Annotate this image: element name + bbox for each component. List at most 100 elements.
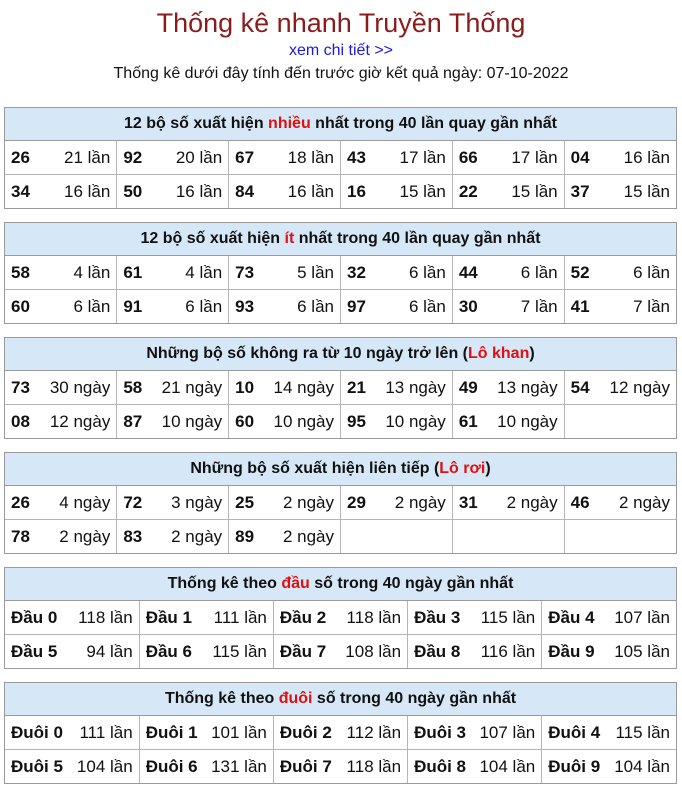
stat-count: 10 ngày xyxy=(385,411,446,431)
stat-count: 10 ngày xyxy=(273,411,334,431)
table-row: 26 4 ngày 72 3 ngày 25 2 ngày 29 2 ngày 31 2 ngày… xyxy=(5,486,676,520)
table-row: 58 4 lần 61 4 lần 73 5 lần 32 6 lần 44 6 lần 52 6 l… xyxy=(5,256,676,290)
stat-cell: 46 2 ngày xyxy=(564,486,676,520)
stat-cell-content: 93 6 lần xyxy=(235,297,334,317)
stat-cell: 93 6 lần xyxy=(228,289,341,323)
section-lo-khan: Những bộ số không ra từ 10 ngày trở lên … xyxy=(4,337,677,439)
stat-count: 118 lần xyxy=(346,607,402,627)
stat-cell: Đuôi 2 112 lần xyxy=(273,716,409,750)
heading-highlight: ít xyxy=(284,230,295,247)
stat-cell: Đuôi 4 115 lần xyxy=(541,716,676,750)
section-heading: 12 bộ số xuất hiện ít nhất trong 40 lần … xyxy=(5,223,676,256)
stat-cell-content: 26 4 ngày xyxy=(11,493,110,513)
stat-cell: 61 4 lần xyxy=(116,256,230,290)
stat-cell: 41 7 lần xyxy=(564,290,676,324)
stat-count: 18 lần xyxy=(287,147,334,167)
stat-count: 14 ngày xyxy=(273,377,334,397)
stat-number: Đuôi 3 xyxy=(414,722,467,742)
stat-number: 26 xyxy=(11,147,30,167)
stat-cell-content: 52 6 lần xyxy=(571,263,670,283)
stat-cell: 73 30 ngày xyxy=(5,371,118,405)
stat-number: Đuôi 8 xyxy=(414,756,467,776)
stat-cell-content: 22 15 lần xyxy=(459,182,558,202)
stat-cell: 78 2 ngày xyxy=(5,519,118,553)
stat-cell: 58 21 ngày xyxy=(116,371,230,405)
stat-count: 4 lần xyxy=(185,262,223,282)
stat-cell: 31 2 ngày xyxy=(452,486,565,520)
stat-cell: 89 2 ngày xyxy=(228,519,341,553)
stat-cell-content: 29 2 ngày xyxy=(347,493,446,513)
heading-text: Những bộ số không ra từ 10 ngày trở lên … xyxy=(146,345,468,362)
stat-cell: Đầu 0 118 lần xyxy=(5,601,140,635)
section-heading: Những bộ số xuất hiện liên tiếp (Lô rơi) xyxy=(5,453,676,486)
stat-cell: 87 10 ngày xyxy=(116,404,230,438)
stat-cell-content: 50 16 lần xyxy=(123,182,222,202)
stat-number: 46 xyxy=(570,492,590,512)
heading-highlight: nhiều xyxy=(268,115,311,132)
stat-number: 50 xyxy=(123,181,143,201)
stats-table: 26 21 lần 92 20 lần 67 18 lần 43 17 lần 66 17 lần… xyxy=(5,141,676,208)
stat-cell-content: 87 10 ngày xyxy=(123,412,222,432)
stat-count: 2 ngày xyxy=(394,492,446,512)
stat-cell: 84 16 lần xyxy=(228,174,341,208)
stat-cell: 32 6 lần xyxy=(340,256,453,290)
stat-cell: 83 2 ngày xyxy=(116,519,230,553)
stat-cell xyxy=(564,520,676,554)
stat-cell-content: Đuôi 5 104 lần xyxy=(11,757,133,777)
detail-link[interactable]: xem chi tiết >> xyxy=(288,42,394,59)
stat-cell-content: Đuôi 0 111 lần xyxy=(11,723,133,743)
table-row: 78 2 ngày 83 2 ngày 89 2 ngày xyxy=(5,519,676,554)
stat-cell-content: Đuôi 9 104 lần xyxy=(548,757,670,777)
stat-cell-content: Đầu 8 116 lần xyxy=(414,642,535,662)
stat-cell: 37 15 lần xyxy=(564,175,676,209)
stat-cell: Đầu 8 116 lần xyxy=(407,634,543,668)
stat-cell-content: Đuôi 2 112 lần xyxy=(280,723,401,743)
stat-cell xyxy=(340,519,453,553)
stat-cell: 44 6 lần xyxy=(452,256,565,290)
stat-cell-content: Đầu 6 115 lần xyxy=(146,642,267,662)
heading-text: nhất trong 40 lần quay gần nhất xyxy=(294,230,541,247)
stat-cell-content: 73 5 lần xyxy=(235,263,334,283)
stat-number: 21 xyxy=(346,377,366,397)
stat-count: 2 ngày xyxy=(282,526,334,546)
stat-number: Đuôi 7 xyxy=(279,756,332,776)
stat-number: 54 xyxy=(570,377,590,397)
stat-cell-content: 31 2 ngày xyxy=(459,493,558,513)
stat-count: 6 lần xyxy=(520,262,558,282)
stat-cell-content: 37 15 lần xyxy=(571,182,670,202)
stat-cell-content: 67 18 lần xyxy=(235,148,334,168)
stat-cell-content: 84 16 lần xyxy=(235,182,334,202)
stat-number: 43 xyxy=(346,147,366,167)
stat-cell-content: 58 21 ngày xyxy=(123,378,222,398)
stat-number: 87 xyxy=(123,411,143,431)
stat-cell-content: 34 16 lần xyxy=(11,182,110,202)
stat-number: 60 xyxy=(11,296,30,316)
stats-table: Đuôi 0 111 lần Đuôi 1 101 lần Đuôi 2 112 lần Đ… xyxy=(5,716,676,783)
stat-cell: Đuôi 6 131 lần xyxy=(139,749,274,783)
heading-text: Thống kê theo xyxy=(164,690,279,707)
stat-cell-content: 72 3 ngày xyxy=(123,493,222,513)
stat-cell-content: 10 14 ngày xyxy=(235,378,334,398)
stat-cell: 61 10 ngày xyxy=(452,404,565,438)
stat-count: 6 lần xyxy=(633,262,670,282)
stat-cell: 04 16 lần xyxy=(564,141,676,175)
stat-cell: Đuôi 1 101 lần xyxy=(139,716,274,750)
stat-count: 16 lần xyxy=(287,181,334,201)
stat-cell-content: 54 12 ngày xyxy=(571,378,670,398)
stat-number: 91 xyxy=(123,296,143,316)
stats-table: 73 30 ngày 58 21 ngày 10 14 ngày 21 13 ngày 49 13… xyxy=(5,371,676,438)
stat-count: 6 lần xyxy=(297,296,334,316)
stat-number: 41 xyxy=(570,296,590,316)
stat-number: 95 xyxy=(346,411,366,431)
stat-cell: 66 17 lần xyxy=(452,141,565,175)
table-row: 60 6 lần 91 6 lần 93 6 lần 97 6 lần 30 7 lần 41 7 l… xyxy=(5,289,676,324)
stat-number: Đầu 6 xyxy=(145,641,192,661)
stat-count: 118 lần xyxy=(346,756,402,776)
stat-count: 111 lần xyxy=(79,722,133,742)
stat-number: 83 xyxy=(123,526,143,546)
stat-count: 6 lần xyxy=(408,296,446,316)
stat-number: 73 xyxy=(235,262,255,282)
stat-cell: 60 10 ngày xyxy=(228,404,341,438)
stat-cell-content: 73 30 ngày xyxy=(11,378,110,398)
stat-number: 73 xyxy=(11,377,30,397)
